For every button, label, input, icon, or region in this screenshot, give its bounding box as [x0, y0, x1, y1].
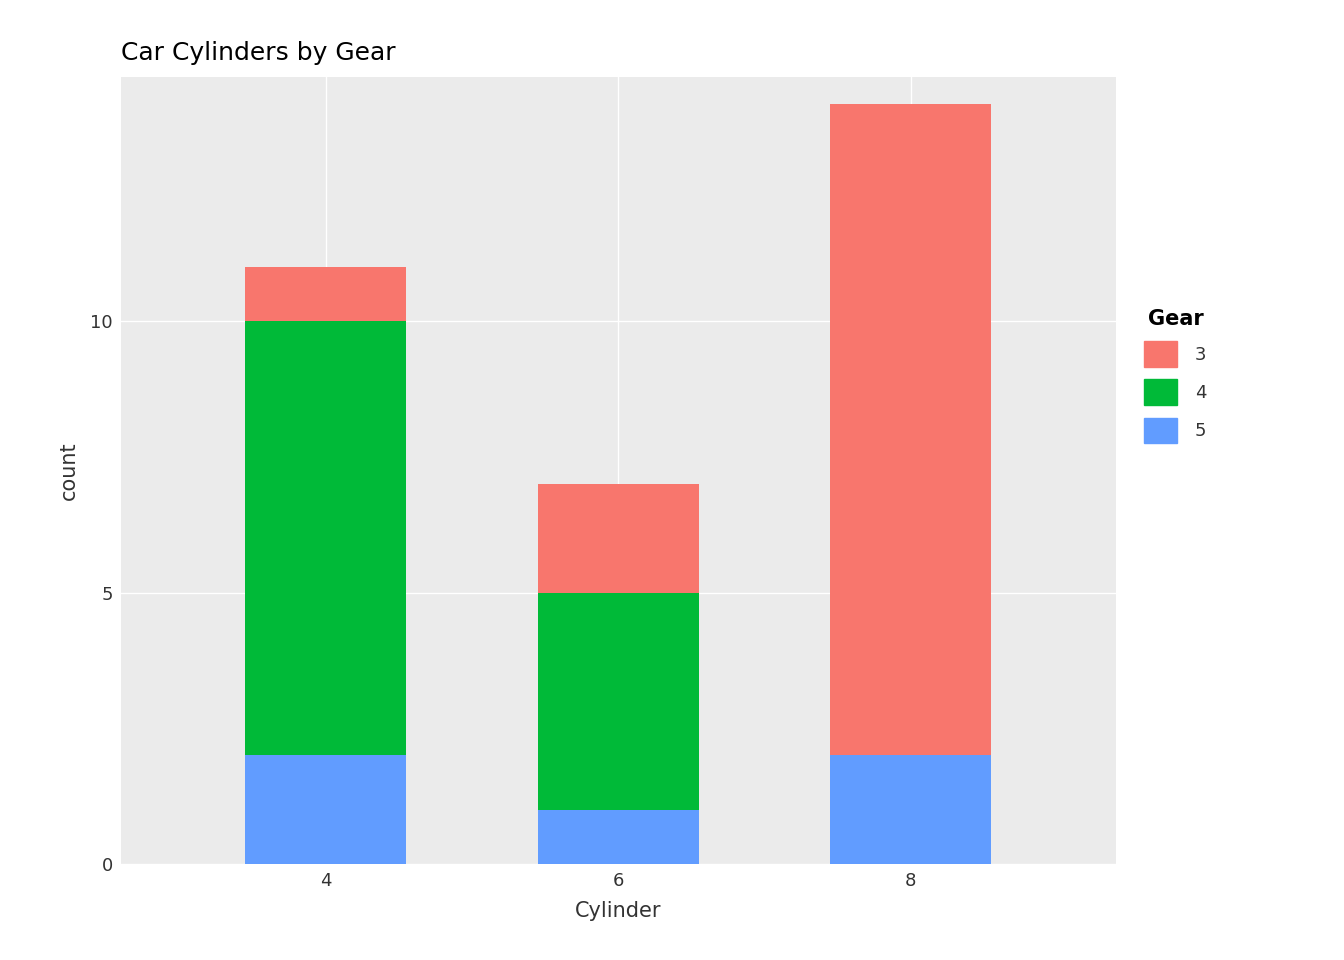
Bar — [831, 756, 992, 864]
Text: Car Cylinders by Gear: Car Cylinders by Gear — [121, 41, 395, 65]
Bar — [245, 756, 406, 864]
Bar — [538, 484, 699, 592]
Bar — [538, 592, 699, 809]
Bar — [245, 321, 406, 756]
Legend: 3, 4, 5: 3, 4, 5 — [1145, 309, 1207, 444]
Bar — [245, 267, 406, 321]
X-axis label: Cylinder: Cylinder — [575, 901, 661, 922]
Y-axis label: count: count — [59, 441, 79, 500]
Bar — [831, 104, 992, 756]
Bar — [538, 809, 699, 864]
